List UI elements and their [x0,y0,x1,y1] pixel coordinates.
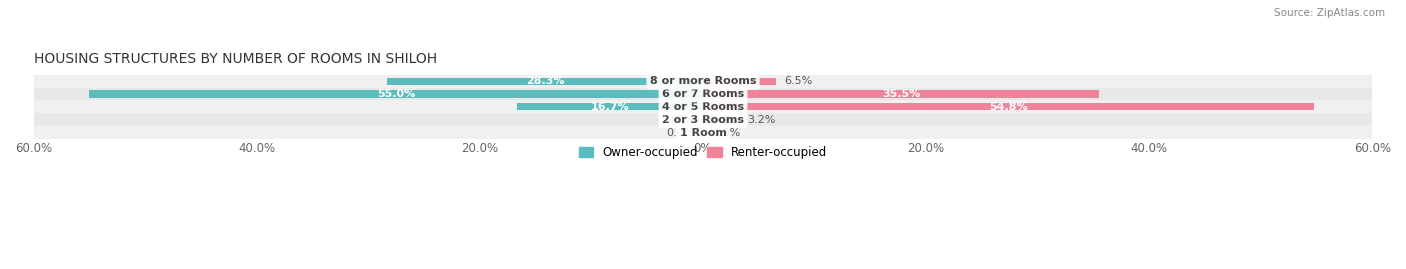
Bar [387,78,703,85]
Text: HOUSING STRUCTURES BY NUMBER OF ROOMS IN SHILOH: HOUSING STRUCTURES BY NUMBER OF ROOMS IN… [34,52,437,66]
Bar [703,103,1315,110]
Text: 16.7%: 16.7% [591,102,630,112]
Bar [516,103,703,110]
Text: Source: ZipAtlas.com: Source: ZipAtlas.com [1274,8,1385,18]
Text: 1 Room: 1 Room [679,128,727,137]
Bar [703,78,776,85]
Text: 55.0%: 55.0% [377,89,415,99]
Bar [34,126,1372,139]
Text: 3.2%: 3.2% [748,115,776,125]
Text: 0.0%: 0.0% [666,115,695,125]
Bar [703,116,738,123]
Bar [703,90,1099,98]
Text: 0.0%: 0.0% [711,128,740,137]
Bar [90,90,703,98]
Text: 2 or 3 Rooms: 2 or 3 Rooms [662,115,744,125]
Text: 54.8%: 54.8% [990,102,1028,112]
Text: 0.0%: 0.0% [666,128,695,137]
Text: 35.5%: 35.5% [882,89,920,99]
Text: 6.5%: 6.5% [785,76,813,86]
Text: 6 or 7 Rooms: 6 or 7 Rooms [662,89,744,99]
Bar [34,75,1372,88]
Text: 28.3%: 28.3% [526,76,564,86]
Bar [34,113,1372,126]
Bar [34,100,1372,113]
Text: 8 or more Rooms: 8 or more Rooms [650,76,756,86]
Text: 4 or 5 Rooms: 4 or 5 Rooms [662,102,744,112]
Legend: Owner-occupied, Renter-occupied: Owner-occupied, Renter-occupied [574,141,832,164]
Bar [34,88,1372,100]
